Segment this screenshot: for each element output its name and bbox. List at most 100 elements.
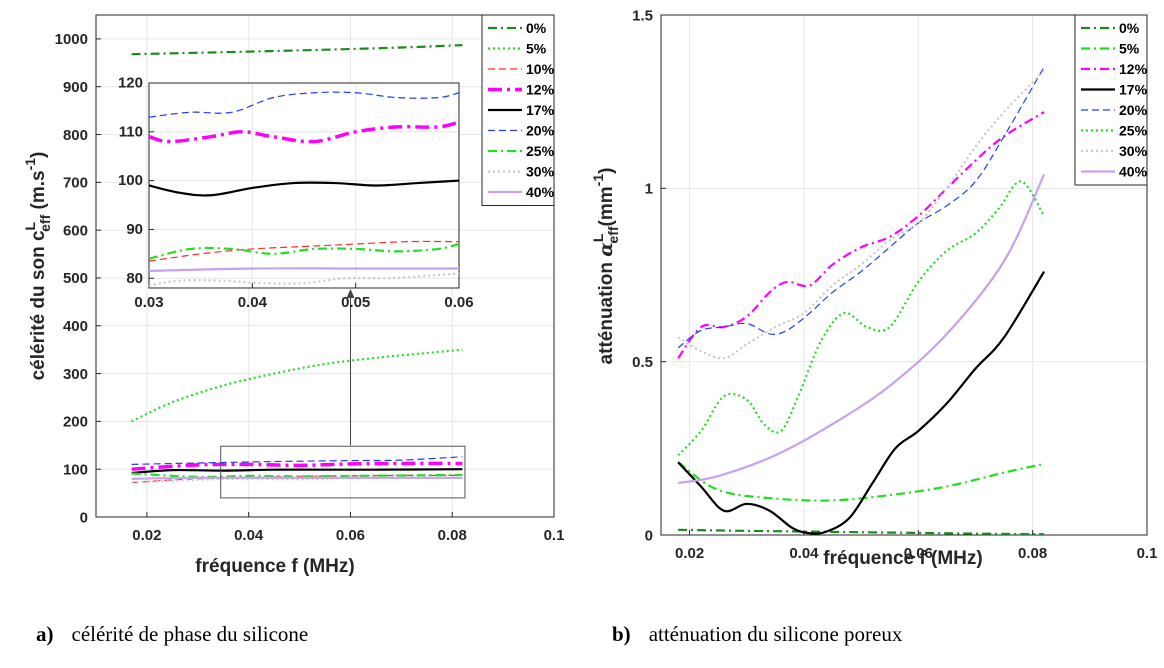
b-legend-label: 20% [1119, 102, 1148, 118]
a-ytick-label: 500 [63, 270, 88, 287]
a-series-line [131, 461, 463, 471]
a-legend-label: 40% [526, 184, 555, 200]
b-legend-label: 5% [1119, 41, 1140, 57]
caption-a-letter: a) [36, 622, 54, 646]
a-ytick-label: 100 [63, 461, 88, 478]
a-xlabel: fréquence f (MHz) [195, 556, 354, 577]
b-series-line [677, 270, 1046, 535]
a-series-line [131, 44, 463, 56]
a-ylabel-unit-end: ) [28, 152, 49, 158]
b-series-line [677, 461, 1045, 502]
a-inset-series-line [149, 272, 459, 287]
a-inset-ytick-label: 90 [126, 221, 143, 238]
a-inset-ytick-label: 80 [126, 270, 143, 287]
a-ytick-label: 0 [80, 509, 88, 526]
b-series-line [677, 111, 1045, 359]
b-ylabel-sub: eff [605, 226, 621, 243]
b-xtick-label: 0.06 [904, 545, 933, 562]
a-inset-series-line [149, 267, 459, 273]
a-inset-xtick-label: 0.04 [238, 294, 268, 311]
a-xtick-label: 0.06 [336, 527, 365, 544]
b-ylabel-greek: α [595, 242, 617, 257]
b-ytick-label: 1.5 [632, 7, 653, 24]
b-ylabel: atténuation αLeff(mm-1) [590, 168, 621, 365]
b-legend-label: 17% [1119, 82, 1148, 98]
a-ylabel-main: célérité du son c [28, 230, 49, 380]
a-inset-xtick-label: 0.05 [341, 294, 370, 311]
a-ylabel-unit-sup: -1 [22, 158, 38, 171]
a-ytick-label: 900 [63, 79, 88, 96]
caption-b-letter: b) [612, 622, 631, 646]
a-series-line [131, 456, 463, 466]
b-legend-label: 30% [1119, 143, 1148, 159]
b-xtick-label: 0.02 [675, 545, 704, 562]
a-ylabel-unit: (m.s [28, 170, 49, 214]
a-xtick-label: 0.08 [438, 527, 467, 544]
a-series-line [131, 468, 463, 475]
b-legend-label: 40% [1119, 164, 1148, 180]
b-xtick-label: 0.08 [1018, 545, 1047, 562]
a-inset-xtick-label: 0.06 [444, 294, 473, 311]
b-ytick-label: 0.5 [632, 354, 653, 371]
b-ytick-label: 0 [645, 527, 653, 544]
a-ylabel-sup: L [22, 221, 38, 230]
a-axes-frame [95, 14, 555, 518]
caption-a-text: célérité de phase du silicone [71, 622, 309, 646]
b-legend-label: 12% [1119, 61, 1148, 77]
a-inset-series-line [149, 179, 459, 197]
b-ylabel-unit: (mm [596, 186, 617, 226]
b-axes-frame [660, 14, 1148, 536]
a-ytick-label: 1000 [55, 31, 88, 48]
a-xtick-label: 0.04 [234, 527, 264, 544]
a-series-line [131, 348, 463, 423]
caption-b-text: atténuation du silicone poreux [648, 622, 903, 646]
a-legend-label: 25% [526, 143, 555, 159]
a-ytick-label: 600 [63, 222, 88, 239]
a-legend-label: 0% [526, 20, 547, 36]
caption-a: a) célérité de phase du silicone [36, 622, 308, 647]
b-ylabel-unit-end: ) [596, 168, 617, 174]
a-ylabel: célérité du son cLeff (m.s-1) [22, 152, 53, 381]
a-ytick-label: 300 [63, 366, 88, 383]
a-zoom-box [220, 445, 466, 499]
a-ytick-label: 400 [63, 318, 88, 335]
a-xtick-label: 0.02 [132, 527, 161, 544]
a-inset-series-line [149, 120, 459, 144]
a-ytick-label: 200 [63, 414, 88, 431]
b-xlabel: fréquence f (MHz) [823, 548, 982, 569]
a-inset-plot-area [149, 83, 459, 288]
a-inset-ytick-label: 100 [118, 172, 143, 189]
b-series-line [677, 69, 1045, 360]
b-legend-label: 25% [1119, 123, 1148, 139]
a-series-line [131, 476, 463, 480]
a-inset-series-line [149, 242, 459, 260]
a-inset-ytick-label: 120 [118, 75, 143, 92]
b-ytick-label: 1 [645, 181, 653, 198]
a-zoom-arrow-head [346, 289, 355, 298]
b-legend-label: 0% [1119, 20, 1140, 36]
a-legend-label: 5% [526, 41, 547, 57]
b-xtick-label: 0.1 [1137, 545, 1158, 562]
a-ytick-label: 700 [63, 175, 88, 192]
a-inset-series-line [149, 91, 459, 118]
b-series-line [677, 174, 1046, 485]
a-inset-xtick-label: 0.03 [134, 294, 163, 311]
a-xtick-label: 0.1 [544, 527, 565, 544]
b-ylabel-unit-sup: -1 [590, 174, 606, 187]
a-legend-label: 12% [526, 82, 555, 98]
chart-attenuation: 0.02 0.04 0.06 0.08 0.1 0 0.5 1 1.5 0% 5% 12% 17% 20%… [590, 7, 1157, 569]
b-plot-area [661, 15, 1147, 535]
b-legend-box [1074, 14, 1148, 186]
a-legend-label: 30% [526, 164, 555, 180]
a-ytick-label: 800 [63, 127, 88, 144]
a-legend-label: 10% [526, 61, 555, 77]
a-inset-series-line [149, 240, 459, 262]
b-series-line [677, 66, 1045, 349]
a-series-line [131, 472, 463, 479]
caption-b: b) atténuation du silicone poreux [612, 622, 902, 647]
chart-sound-velocity: 0.02 0.04 0.06 0.08 0.1 0 100 200 300 400 500 600 70… [22, 14, 565, 577]
a-legend-label: 20% [526, 123, 555, 139]
b-ylabel-main: atténuation [596, 257, 617, 365]
a-ylabel-sub: eff [37, 214, 53, 231]
